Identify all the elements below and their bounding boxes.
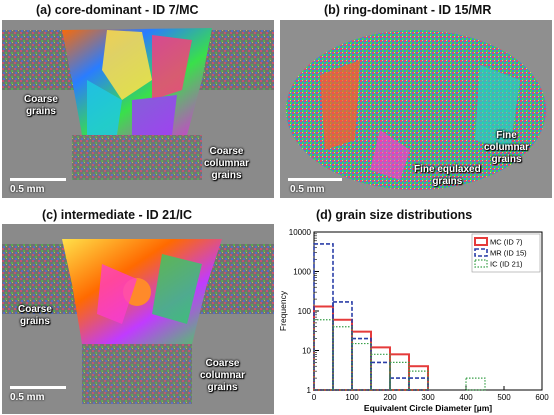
ebsd-map-b [280, 20, 552, 198]
y-tick-label: 10 [302, 347, 311, 356]
bar-ic-4 [389, 361, 410, 391]
x-tick-label: 500 [497, 393, 511, 402]
legend-swatch-2 [474, 259, 488, 268]
bar-ic-3 [370, 353, 391, 391]
bar-ic-1 [332, 326, 353, 391]
legend-entry-2: IC (ID 21) [490, 260, 523, 269]
x-tick-label: 200 [383, 393, 397, 402]
grain-size-histogram: 1 10 100 1000 10000 0 100 200 300 400 500 600 Equiva… [278, 228, 549, 413]
scale-bar-a [10, 178, 66, 181]
y-tick-label: 1 [307, 386, 312, 395]
micrograph-a [2, 20, 274, 198]
panel-c-title: (c) intermediate - ID 21/IC [42, 208, 193, 222]
x-tick-label: 100 [345, 393, 359, 402]
panel-d-title: (d) grain size distributions [316, 208, 473, 222]
scale-bar-b [288, 178, 342, 181]
x-tick-label: 0 [312, 393, 317, 402]
micrograph-b [280, 20, 552, 198]
panel-a-title: (a) core-dominant - ID 7/MC [36, 3, 199, 17]
micrograph-c [2, 224, 274, 414]
label-coarse-columnar-grains-c: Coarse columnar grains [200, 358, 246, 393]
legend-swatch-0 [474, 237, 488, 246]
y-tick-label: 1000 [293, 268, 311, 277]
x-tick-label: 600 [535, 393, 549, 402]
legend-entry-1: MR (ID 15) [490, 249, 527, 258]
y-tick-label: 10000 [289, 228, 312, 237]
label-coarse-grains-c: Coarse grains [18, 304, 52, 327]
x-tick-label: 300 [421, 393, 435, 402]
ebsd-map-a [2, 20, 274, 198]
x-axis-label: Equivalent Circle Diameter [µm] [364, 403, 492, 413]
scale-label-c: 0.5 mm [10, 392, 45, 403]
label-coarse-grains-a: Coarse grains [24, 94, 58, 117]
label-fine-equiaxed-grains-b: Fine equlaxed grains [414, 164, 481, 187]
y-tick-label: 100 [298, 307, 312, 316]
x-tick-label: 400 [459, 393, 473, 402]
legend-swatch-1 [474, 248, 488, 257]
bar-ic-8 [465, 377, 486, 391]
label-coarse-columnar-grains-a: Coarse columnar grains [204, 146, 250, 181]
panel-b-title: (b) ring-dominant - ID 15/MR [324, 3, 492, 17]
legend-entry-0: MC (ID 7) [490, 238, 523, 247]
bar-mr-5 [408, 377, 429, 391]
bar-ic-5 [408, 370, 429, 391]
y-axis-label: Frequency [278, 290, 288, 331]
scale-label-b: 0.5 mm [290, 184, 325, 195]
ebsd-map-c [2, 224, 274, 414]
legend-box [471, 233, 541, 273]
label-fine-columnar-grains-b: Fine columnar grains [484, 130, 530, 165]
scale-bar-c [10, 386, 66, 389]
scale-label-a: 0.5 mm [10, 184, 45, 195]
